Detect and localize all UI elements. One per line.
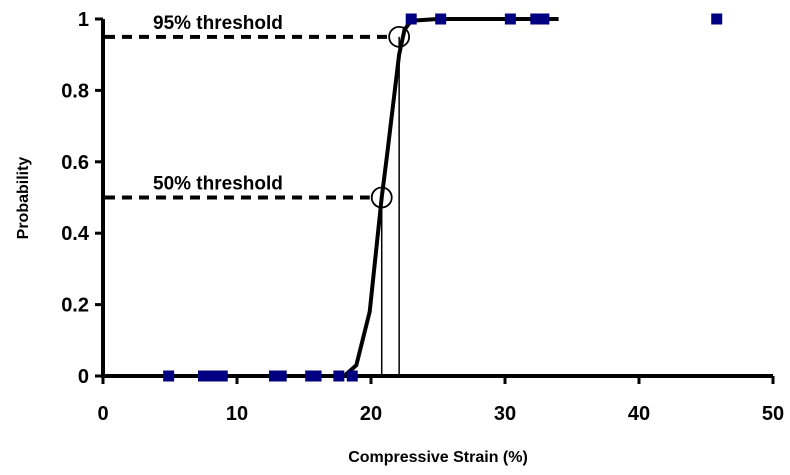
annotations: 95% threshold 50% threshold xyxy=(151,10,287,196)
threshold-label: 50% threshold xyxy=(153,174,283,195)
threshold-circle xyxy=(388,25,411,48)
x-axis-title: Compressive Strain (%) xyxy=(348,449,528,466)
data-point xyxy=(435,13,447,25)
data-point xyxy=(504,13,516,25)
data-point xyxy=(711,13,723,25)
data-point xyxy=(538,13,550,25)
data-point xyxy=(208,370,220,382)
x-tick-label: 10 xyxy=(226,403,248,425)
axes xyxy=(95,17,775,384)
tick-labels: 0 10 20 30 40 50 0 0.2 0.4 0.6 0.8 1 xyxy=(61,9,784,425)
data-point xyxy=(333,370,345,382)
y-tick-label: 0.2 xyxy=(61,295,89,317)
y-axis-title: Probability xyxy=(15,157,32,240)
x-tick-label: 30 xyxy=(494,403,516,425)
threshold-markers xyxy=(370,25,411,209)
data-point xyxy=(275,370,287,382)
y-tick-label: 0 xyxy=(78,366,89,388)
y-tick-label: 0.4 xyxy=(61,223,90,245)
data-point xyxy=(405,13,417,25)
threshold-guides xyxy=(105,34,400,376)
annotation-background xyxy=(151,171,287,196)
data-point xyxy=(269,370,281,382)
annotation-background xyxy=(151,10,287,35)
x-tick-label: 40 xyxy=(628,403,650,425)
y-tick-label: 0.6 xyxy=(61,152,89,174)
fitted-curve-line xyxy=(103,17,559,378)
data-point xyxy=(198,370,209,382)
threshold-circle xyxy=(370,186,393,209)
data-point xyxy=(163,370,175,382)
data-point xyxy=(216,370,228,382)
y-tick-label: 0.8 xyxy=(61,80,89,102)
data-points xyxy=(163,13,723,382)
threshold-label: 95% threshold xyxy=(153,13,283,34)
probability-curve xyxy=(103,17,559,378)
data-point xyxy=(310,370,322,382)
y-tick-label: 1 xyxy=(78,9,89,31)
data-point xyxy=(530,13,542,25)
data-point xyxy=(346,370,358,382)
x-tick-label: 50 xyxy=(762,403,784,425)
x-tick-label: 0 xyxy=(97,403,108,425)
x-tick-label: 20 xyxy=(360,403,382,425)
